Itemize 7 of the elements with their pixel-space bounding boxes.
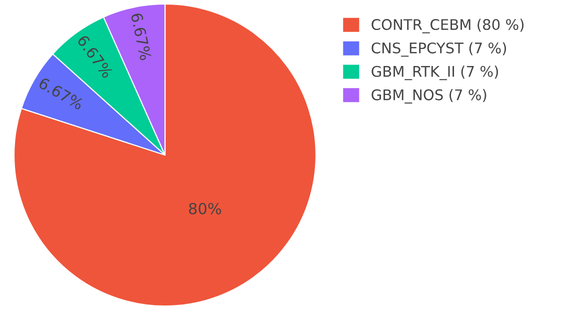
- legend-label: GBM_NOS (7 %): [372, 89, 486, 104]
- legend-label: CNS_EPCYST (7 %): [372, 42, 506, 57]
- legend-label: GBM_RTK_II (7 %): [372, 66, 498, 80]
- legend-label: CONTR_CEBM (80 %): [372, 18, 524, 34]
- data-label: 6.67%: [130, 12, 152, 61]
- data-label: 80%: [189, 202, 222, 214]
- pie-slice: [13, 3, 317, 307]
